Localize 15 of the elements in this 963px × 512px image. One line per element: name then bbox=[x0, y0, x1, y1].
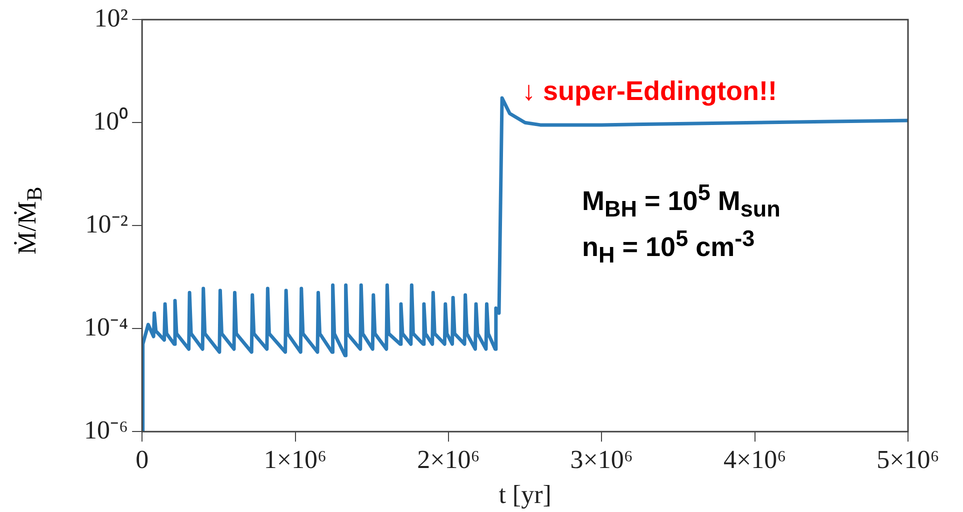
x-tick-label: 1×10⁶ bbox=[264, 445, 327, 474]
x-tick-label: 3×10⁶ bbox=[570, 445, 633, 474]
y-tick-label: 10⁻⁴ bbox=[84, 312, 128, 342]
y-tick-label: 10⁻² bbox=[85, 209, 128, 238]
annotation: M$_{BH}$ = 10$^{5}$ M$_{sun}$ bbox=[582, 180, 780, 222]
y-tick-label: 10² bbox=[94, 3, 128, 32]
x-tick-label: 4×10⁶ bbox=[723, 445, 786, 474]
annotation: n$_{H}$ = 10$^{5}$ cm$^{-3}$ bbox=[582, 226, 755, 268]
y-tick-label: 10⁰ bbox=[93, 106, 128, 136]
x-tick-label: 2×10⁶ bbox=[417, 445, 480, 474]
y-tick-label: 10⁻⁶ bbox=[84, 415, 128, 444]
x-tick-label: 0 bbox=[136, 445, 149, 474]
x-axis-title: t [yr] bbox=[498, 480, 552, 510]
x-tick-label: 5×10⁶ bbox=[876, 445, 940, 474]
annotation: ↓ super-Eddington!! bbox=[522, 76, 777, 107]
